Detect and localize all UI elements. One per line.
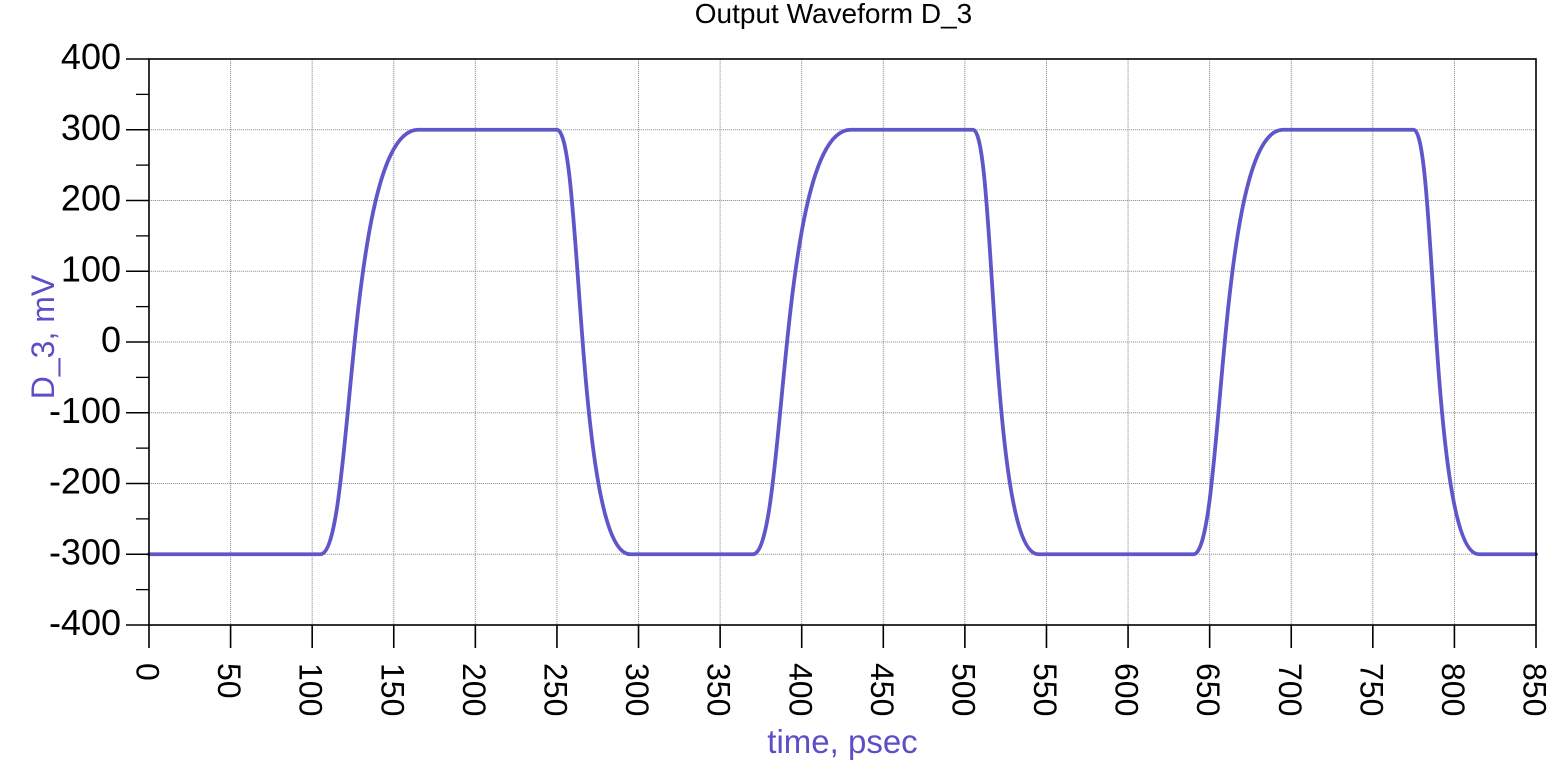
- svg-text:-100: -100: [49, 390, 121, 431]
- svg-text:450: 450: [864, 663, 900, 716]
- svg-text:850: 850: [1517, 663, 1550, 716]
- svg-text:600: 600: [1109, 663, 1145, 716]
- svg-text:0: 0: [101, 319, 121, 360]
- svg-text:350: 350: [701, 663, 737, 716]
- svg-text:-200: -200: [49, 461, 121, 502]
- svg-text:100: 100: [293, 663, 329, 716]
- svg-text:-300: -300: [49, 531, 121, 572]
- svg-text:500: 500: [945, 663, 981, 716]
- svg-text:550: 550: [1027, 663, 1063, 716]
- svg-text:300: 300: [619, 663, 655, 716]
- svg-text:650: 650: [1190, 663, 1226, 716]
- svg-text:250: 250: [537, 663, 573, 716]
- svg-text:100: 100: [61, 248, 121, 289]
- svg-text:200: 200: [61, 178, 121, 219]
- svg-text:150: 150: [374, 663, 410, 716]
- svg-text:-400: -400: [49, 602, 121, 643]
- svg-text:750: 750: [1353, 663, 1389, 716]
- svg-text:200: 200: [456, 663, 492, 716]
- svg-text:700: 700: [1272, 663, 1308, 716]
- svg-text:0: 0: [130, 663, 166, 681]
- svg-text:300: 300: [61, 107, 121, 148]
- svg-text:50: 50: [211, 663, 247, 699]
- svg-text:400: 400: [61, 36, 121, 77]
- svg-text:800: 800: [1435, 663, 1471, 716]
- svg-text:400: 400: [782, 663, 818, 716]
